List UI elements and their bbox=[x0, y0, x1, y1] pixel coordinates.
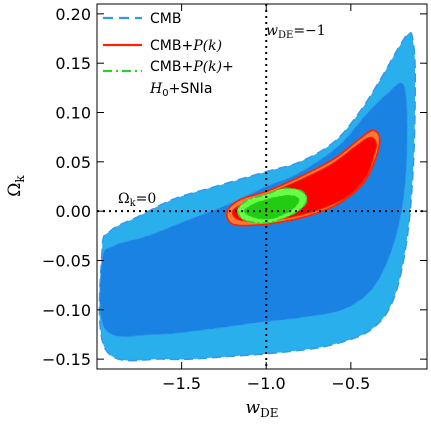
legend-label-cmb-pk: CMB+P(k) bbox=[150, 38, 222, 54]
legend-label-cmb-pk-h0-snia-line1: CMB+P(k)+ bbox=[150, 59, 234, 75]
x-axis-label: wDE bbox=[246, 398, 279, 420]
y-axis-label: Ωk bbox=[5, 175, 27, 197]
legend-label-cmb-pk-h0-snia-line2: H0+SNIa bbox=[149, 81, 212, 99]
horizontal-reference-label: Ωk=0 bbox=[118, 191, 156, 209]
y-tick-label: 0.20 bbox=[55, 5, 91, 24]
vertical-reference-label: wDE=−1 bbox=[266, 23, 326, 41]
legend: CMB CMB+P(k) CMB+P(k)+ H0+SNIa bbox=[103, 11, 234, 99]
reference-lines bbox=[97, 4, 427, 369]
x-tick-label: −0.5 bbox=[331, 374, 370, 393]
contour-cmb-p-k-h0-snia-inner bbox=[243, 194, 300, 220]
x-tick-label: −1.0 bbox=[247, 374, 286, 393]
x-tick-label: −1.5 bbox=[162, 374, 201, 393]
y-tick-label: 0.10 bbox=[55, 104, 91, 123]
y-tick-label: 0.05 bbox=[55, 153, 91, 172]
y-tick-label: −0.05 bbox=[42, 251, 91, 270]
y-tick-label: 0.15 bbox=[55, 54, 91, 73]
contour-layer bbox=[98, 31, 417, 362]
plot-frame bbox=[96, 3, 428, 370]
legend-label-cmb: CMB bbox=[150, 11, 181, 27]
y-tick-label: −0.15 bbox=[42, 350, 91, 369]
y-tick-label: 0.00 bbox=[55, 202, 91, 221]
y-tick-label: −0.10 bbox=[42, 301, 91, 320]
tick-layer: −1.5 −1.0 −0.5 −0.15 −0.10 −0.05 0.00 0.05 0.10 0… bbox=[42, 4, 427, 393]
